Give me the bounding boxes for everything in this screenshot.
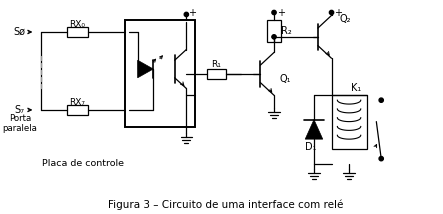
Circle shape (184, 12, 189, 17)
Text: K₁: K₁ (351, 83, 361, 92)
Text: Figura 3 – Circuito de uma interface com relé: Figura 3 – Circuito de uma interface com… (108, 199, 343, 210)
Bar (267, 20, 281, 42)
Text: S₇: S₇ (15, 105, 25, 115)
Text: R₂: R₂ (281, 26, 292, 36)
Polygon shape (138, 60, 153, 78)
Bar (66, 105, 88, 115)
Circle shape (379, 156, 383, 161)
Bar (66, 27, 88, 37)
Circle shape (330, 10, 334, 15)
Bar (125, 20, 195, 128)
Text: Q₁: Q₁ (280, 74, 291, 84)
Text: Q₂: Q₂ (339, 14, 351, 24)
Text: RX₀: RX₀ (69, 20, 85, 29)
Circle shape (379, 98, 383, 102)
Circle shape (272, 35, 276, 39)
Text: +: + (277, 9, 285, 18)
Bar (331, 95, 367, 149)
Text: D₁: D₁ (305, 142, 317, 152)
Circle shape (272, 10, 276, 15)
Text: Porta
paralela: Porta paralela (2, 114, 37, 133)
Text: +: + (334, 9, 342, 18)
Bar (207, 69, 226, 79)
Text: Placa de controle: Placa de controle (42, 159, 124, 168)
Text: R₁: R₁ (212, 60, 222, 69)
Text: RX₇: RX₇ (69, 98, 85, 107)
Text: Sø: Sø (14, 27, 26, 37)
Polygon shape (305, 120, 323, 139)
Circle shape (272, 35, 276, 39)
Text: +: + (188, 9, 196, 18)
